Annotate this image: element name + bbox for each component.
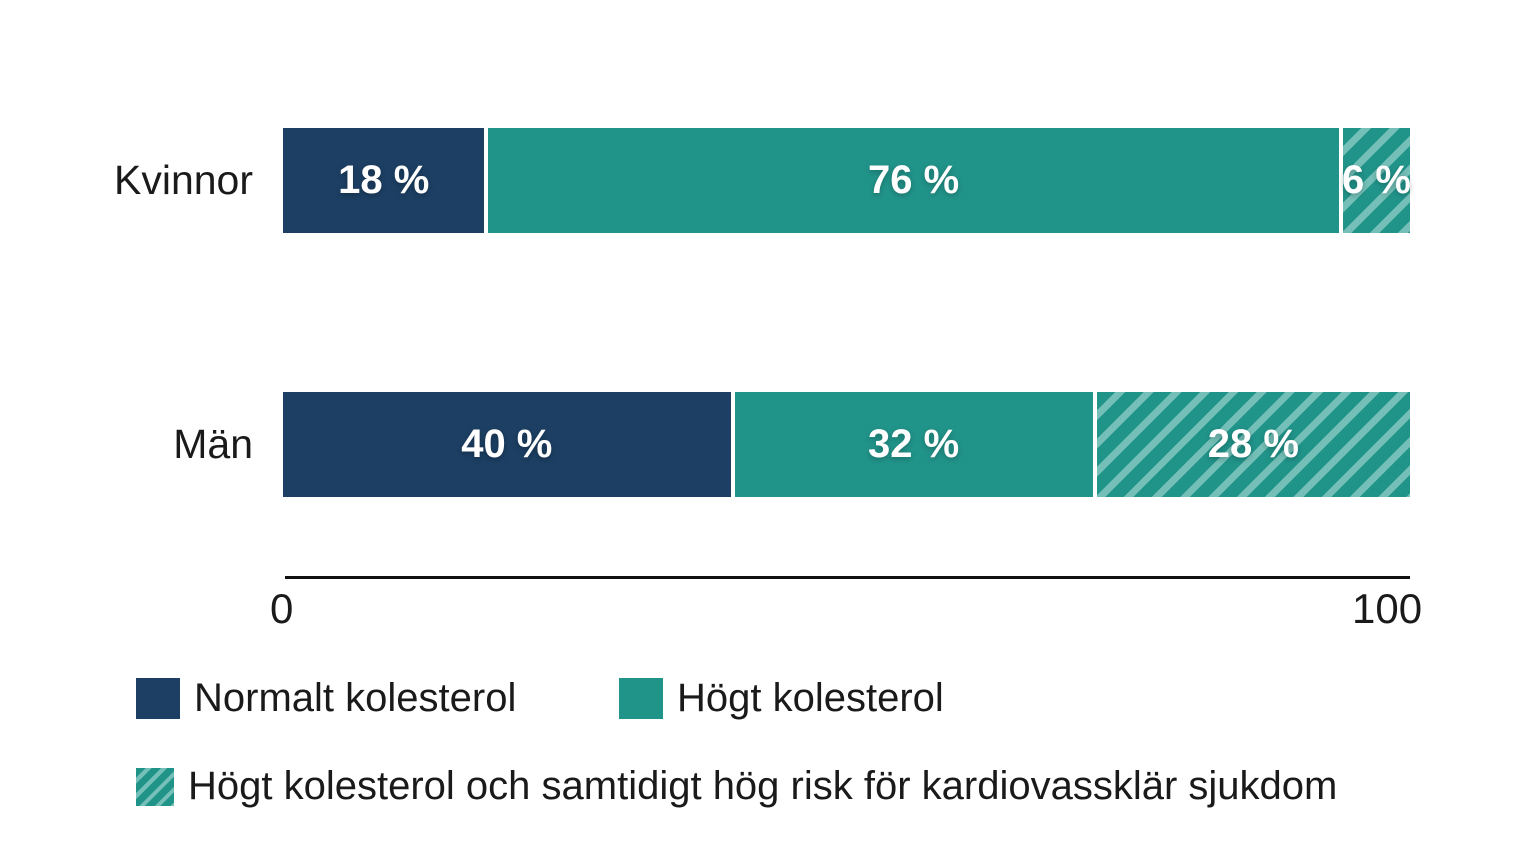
x-axis-line (285, 576, 1410, 579)
legend-label: Högt kolesterol (677, 676, 944, 720)
bar-segment-kvinnor-hogt-kolesterol: 76 % (488, 128, 1339, 233)
segment-value-label: 6 % (1341, 158, 1411, 202)
segment-value-label: 32 % (868, 422, 960, 466)
legend-item-hog-risk: Högt kolesterol och samtidigt hög risk f… (136, 764, 1337, 809)
legend-item-normalt-kolesterol: Normalt kolesterol (136, 676, 516, 721)
legend-swatch-risk-hatched (136, 767, 174, 806)
category-label-kvinnor: Kvinnor (113, 157, 253, 203)
legend-item-hogt-kolesterol: Högt kolesterol (619, 676, 944, 721)
bar-man: 40 % 32 % 28 % (283, 392, 1410, 497)
legend-swatch-high (619, 678, 663, 719)
legend-swatch-normal (136, 678, 180, 719)
bar-segment-man-hog-risk: 28 % (1096, 392, 1410, 497)
legend-label: Normalt kolesterol (194, 676, 517, 720)
category-label-man: Män (173, 421, 253, 467)
segment-value-label: 76 % (868, 158, 960, 202)
x-axis-tick-min: 0 (270, 585, 294, 632)
x-axis-tick-max: 100 (1352, 585, 1423, 632)
bar-kvinnor: 18 % 76 % 6 % (283, 128, 1411, 233)
bar-segment-kvinnor-hog-risk: 6 % (1341, 128, 1411, 233)
bar-segment-man-hogt-kolesterol: 32 % (734, 392, 1093, 497)
bar-segment-kvinnor-normalt-kolesterol: 18 % (283, 128, 485, 233)
bar-segment-man-normalt-kolesterol: 40 % (283, 392, 731, 497)
legend-label: Högt kolesterol och samtidigt hög risk f… (188, 764, 1338, 808)
segment-value-label: 28 % (1207, 422, 1299, 466)
segment-value-label: 40 % (461, 422, 553, 466)
segment-value-label: 18 % (338, 158, 430, 202)
